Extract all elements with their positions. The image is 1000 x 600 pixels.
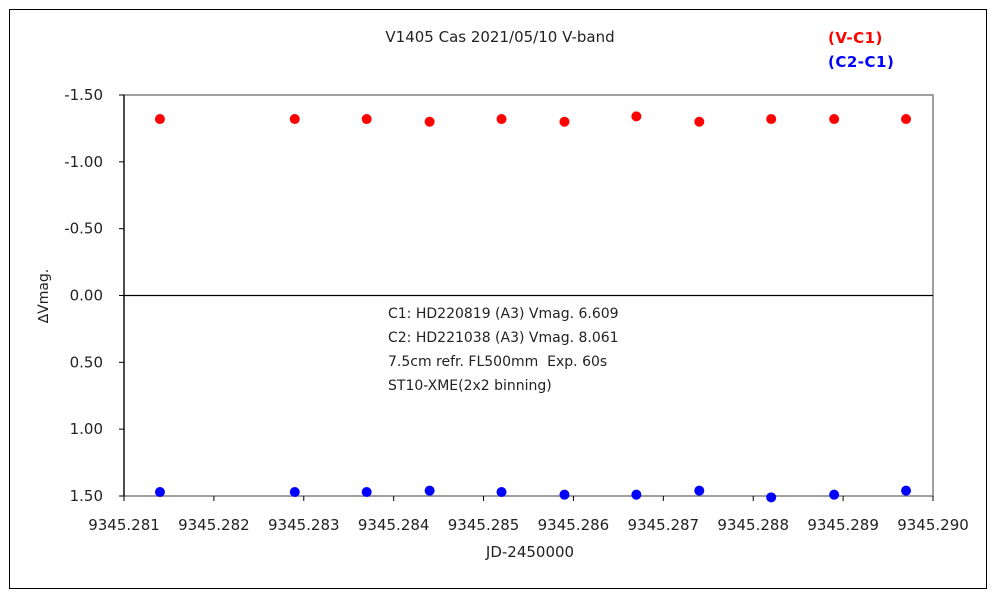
x-tick-label: 9345.287	[628, 516, 700, 534]
c2-c1-point	[559, 489, 570, 500]
x-tick-label: 9345.288	[717, 516, 789, 534]
x-tick-label: 9345.282	[178, 516, 250, 534]
observation-notes: C1: HD220819 (A3) Vmag. 6.609 C2: HD2210…	[388, 302, 619, 398]
c2-c1-point	[829, 489, 840, 500]
v-c1-point	[559, 116, 570, 127]
x-tick-label: 9345.284	[358, 516, 430, 534]
x-tick-label: 9345.281	[88, 516, 160, 534]
x-tick-label: 9345.283	[268, 516, 340, 534]
c2-c1-point	[289, 486, 300, 497]
tick-labels: 9345.281 9345.282 9345.283 9345.284 9345.285…	[64, 86, 969, 534]
y-tick-label: -1.50	[64, 86, 103, 104]
c2-c1-point	[766, 492, 777, 503]
x-axis-label: JD-2450000	[485, 543, 574, 561]
legend-entry-c2-c1: (C2-C1)	[828, 53, 895, 71]
note-telescope: 7.5cm refr. FL500mm Exp. 60s	[388, 354, 608, 370]
c2-c1-point	[901, 485, 912, 496]
v-c1-point	[766, 114, 777, 125]
c2-c1-point	[496, 486, 507, 497]
y-tick-label: 1.00	[70, 420, 103, 438]
c2-c1-point	[631, 489, 642, 500]
v-c1-point	[289, 114, 300, 125]
y-axis-label: ∆Vmag.	[36, 269, 52, 325]
y-tick-label: 1.50	[70, 487, 103, 505]
x-tick-label: 9345.290	[897, 516, 969, 534]
v-c1-point	[829, 114, 840, 125]
y-tick-label: -0.50	[64, 220, 103, 238]
v-c1-point	[901, 114, 912, 125]
y-tick-label: -1.00	[64, 153, 103, 171]
note-c1: C1: HD220819 (A3) Vmag. 6.609	[388, 306, 619, 322]
axes	[119, 94, 934, 501]
data-points	[154, 111, 912, 503]
y-tick-label: 0.00	[70, 287, 103, 305]
c2-c1-point	[154, 486, 165, 497]
x-tick-label: 9345.289	[807, 516, 879, 534]
v-c1-point	[424, 116, 435, 127]
x-tick-label: 9345.285	[448, 516, 520, 534]
chart-title: V1405 Cas 2021/05/10 V-band	[385, 28, 615, 46]
y-tick-label: 0.50	[70, 353, 103, 371]
c2-c1-point	[694, 485, 705, 496]
v-c1-point	[631, 111, 642, 122]
v-c1-point	[361, 114, 372, 125]
note-camera: ST10-XME(2x2 binning)	[388, 378, 552, 394]
v-c1-point	[694, 116, 705, 127]
legend-entry-v-c1: (V-C1)	[828, 29, 883, 47]
v-c1-point	[154, 114, 165, 125]
v-c1-point	[496, 114, 507, 125]
note-c2: C2: HD221038 (A3) Vmag. 8.061	[388, 330, 619, 346]
x-tick-label: 9345.286	[538, 516, 610, 534]
c2-c1-point	[424, 485, 435, 496]
c2-c1-point	[361, 486, 372, 497]
